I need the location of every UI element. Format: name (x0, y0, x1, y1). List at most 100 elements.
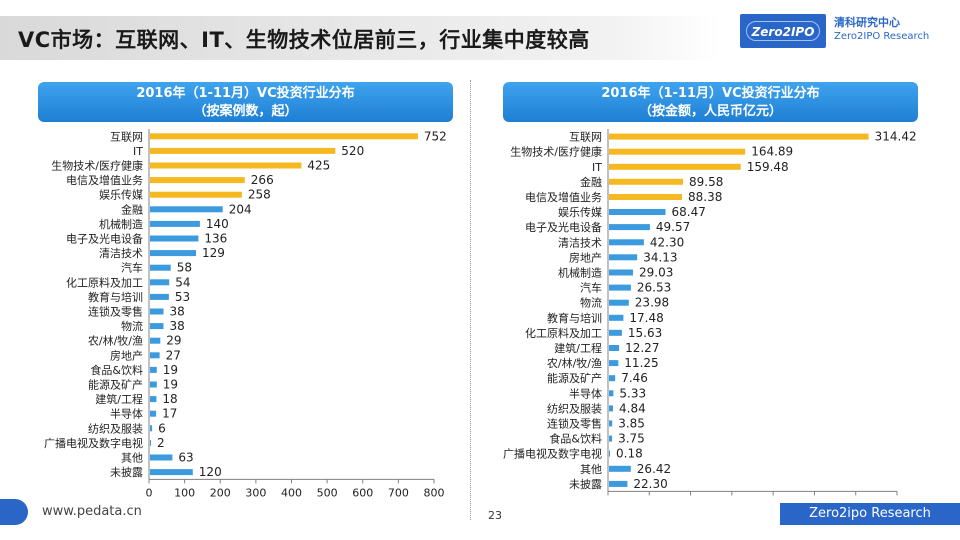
left-category-label: 教育与培训 (88, 290, 143, 304)
right-value-label: 34.13 (643, 250, 677, 264)
right-category-label: 金融 (580, 175, 602, 189)
left-value-label: 258 (248, 188, 271, 202)
left-category-label: 未披露 (110, 465, 143, 479)
left-bar (150, 381, 157, 388)
left-category-label: 互联网 (110, 130, 143, 143)
left-category-label: 汽车 (121, 261, 143, 275)
right-value-label: 88.38 (688, 190, 722, 204)
right-bar (609, 239, 644, 246)
right-tick-label: 100 (680, 498, 701, 500)
right-chart-header: 2016年（1-11月）VC投资行业分布 （按金额，人民币亿元） (503, 82, 918, 122)
left-chart-subtitle: （按案例数，起） (193, 104, 298, 119)
right-bar (609, 390, 614, 397)
right-value-label: 12.27 (625, 341, 659, 355)
zero2ipo-logo: Zero2IPO 清科研究中心 Zero2IPO Research (740, 14, 950, 48)
left-chart-header: 2016年（1-11月）VC投资行业分布 （按案例数，起） (38, 82, 453, 122)
left-value-label: 140 (206, 217, 229, 231)
left-bar (150, 133, 418, 140)
right-category-label: 互联网 (569, 131, 602, 144)
right-bar (609, 133, 869, 140)
left-value-label: 54 (175, 275, 190, 289)
right-value-label: 0.18 (616, 447, 643, 461)
left-bar (150, 250, 196, 257)
right-bar (609, 480, 628, 487)
left-bar (150, 337, 161, 344)
right-bar (609, 269, 633, 276)
left-tick-label: 200 (210, 486, 231, 499)
left-category-label: 建筑/工程 (95, 392, 143, 406)
left-value-label: 18 (162, 392, 177, 406)
left-category-label: 电子及光电设备 (66, 232, 143, 246)
left-category-label: 农/林/牧/渔 (88, 334, 143, 348)
left-category-label: 机械制造 (99, 217, 143, 231)
left-category-label: 房地产 (110, 348, 143, 362)
left-value-label: 129 (202, 246, 225, 260)
right-bar (609, 194, 682, 200)
left-value-label: 120 (199, 465, 222, 479)
left-bar (150, 147, 336, 154)
right-category-label: 纺织及服装 (547, 401, 602, 415)
right-category-label: IT (592, 161, 602, 174)
right-value-label: 68.47 (672, 205, 706, 219)
right-category-label: 连锁及零售 (547, 416, 602, 430)
left-bar (150, 191, 242, 198)
left-bar (150, 410, 157, 417)
right-category-label: 广播电视及数字电视 (503, 447, 602, 461)
right-bar (609, 360, 619, 367)
right-bar (609, 284, 631, 291)
left-category-label: 纺织及服装 (88, 421, 143, 435)
left-value-label: 6 (158, 421, 166, 435)
right-category-label: 其他 (580, 463, 602, 476)
right-bar (609, 345, 620, 351)
left-value-label: 63 (178, 451, 193, 465)
page-title: VC市场：互联网、IT、生物技术位居前三，行业集中度较高 (18, 28, 590, 52)
right-bar-chart: 0 50 100 150 200 250 300 350 互联网 314.42 生物技术/医疗健康 1… (503, 129, 917, 500)
left-chart-title: 2016年（1-11月）VC投资行业分布 (136, 86, 355, 101)
left-category-label: 化工原料及加工 (66, 275, 143, 289)
right-category-label: 建筑/工程 (554, 341, 602, 355)
left-value-label: 520 (341, 144, 364, 158)
right-category-label: 农/林/牧/渔 (547, 356, 602, 370)
left-value-label: 38 (170, 319, 185, 333)
footer-url[interactable]: www.pedata.cn (42, 504, 142, 519)
left-category-label: 物流 (121, 319, 143, 333)
left-bar (150, 279, 170, 286)
right-category-label: 电子及光电设备 (525, 220, 602, 234)
right-bar (609, 224, 650, 231)
right-chart-title: 2016年（1-11月）VC投资行业分布 (601, 86, 820, 101)
left-bar (150, 425, 153, 432)
right-category-label: 能源及矿产 (547, 371, 602, 385)
right-value-label: 3.75 (618, 432, 645, 446)
left-tick-label: 600 (352, 486, 373, 499)
left-tick-label: 700 (388, 486, 409, 499)
left-value-label: 752 (424, 129, 447, 143)
left-value-label: 27 (166, 348, 181, 362)
right-tick-label: 150 (721, 498, 742, 500)
right-value-label: 29.03 (639, 266, 673, 280)
left-category-label: 娱乐传媒 (99, 188, 143, 202)
right-value-label: 159.48 (747, 160, 789, 174)
right-value-label: 23.98 (635, 296, 669, 310)
right-value-label: 26.53 (637, 281, 671, 295)
right-bar (609, 254, 638, 261)
left-tick-label: 0 (146, 486, 153, 499)
center-divider (470, 80, 471, 520)
left-bar (150, 264, 171, 271)
right-category-label: 生物技术/医疗健康 (510, 145, 602, 159)
right-bar (609, 450, 610, 457)
right-category-label: 物流 (580, 296, 602, 310)
right-tick-label: 200 (763, 498, 784, 500)
left-value-label: 2 (157, 436, 165, 450)
left-bar (150, 396, 157, 403)
right-value-label: 26.42 (637, 462, 671, 476)
left-category-label: 其他 (121, 452, 143, 465)
right-category-label: 未披露 (569, 477, 602, 491)
footer-brand: Zero2ipo Research (780, 503, 960, 525)
right-bar (609, 420, 613, 427)
footer-accent (0, 499, 28, 525)
logo-cn-text: 清科研究中心 (834, 16, 900, 29)
left-value-label: 29 (166, 334, 181, 348)
right-value-label: 42.30 (650, 235, 684, 249)
left-bar (150, 177, 245, 184)
left-bar (150, 308, 164, 315)
